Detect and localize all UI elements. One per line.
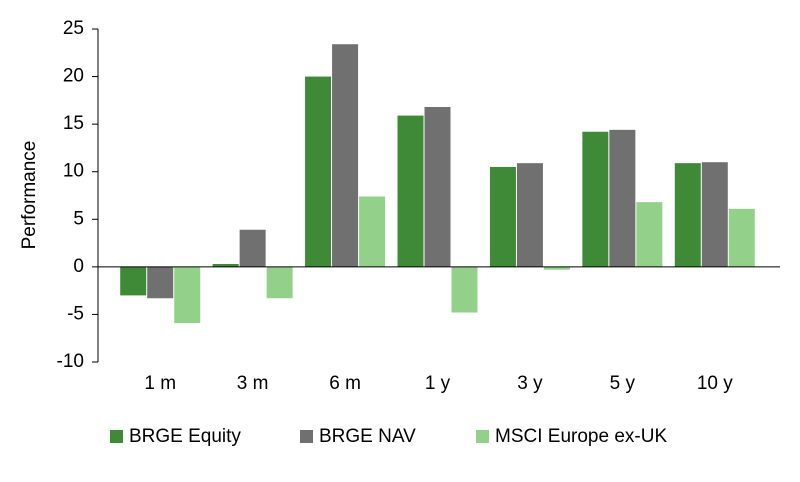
legend-label: BRGE Equity [129, 426, 241, 447]
bar [451, 266, 478, 313]
bar [489, 166, 516, 267]
y-axis-label: Performance [19, 141, 40, 250]
legend-swatch [110, 430, 123, 443]
legend-swatch [476, 430, 489, 443]
bar [239, 229, 266, 267]
bar [266, 266, 293, 299]
bar [174, 266, 201, 323]
y-tick-label: -5 [67, 303, 84, 324]
bar [728, 208, 755, 267]
bar [516, 163, 543, 267]
y-tick-label: 15 [63, 113, 84, 134]
legend-label: BRGE NAV [319, 426, 416, 447]
y-tick-label: -10 [57, 351, 84, 372]
x-tick-label: 1 y [425, 373, 451, 394]
bar [359, 196, 386, 267]
legend-label: MSCI Europe ex-UK [495, 426, 667, 447]
bar [424, 107, 451, 267]
bar [397, 115, 424, 267]
bar [701, 162, 728, 267]
bar [332, 44, 359, 267]
y-tick-label: 10 [63, 161, 84, 182]
bar [212, 264, 239, 267]
bar [120, 266, 147, 296]
x-tick-label: 3 m [237, 373, 269, 394]
y-tick-label: 5 [73, 208, 84, 229]
x-tick-label: 6 m [329, 373, 361, 394]
bar [147, 266, 174, 299]
bar [543, 266, 570, 270]
bar [305, 76, 332, 267]
y-tick-label: 25 [63, 18, 84, 39]
x-tick-label: 10 y [697, 373, 733, 394]
bar [636, 202, 663, 267]
y-tick-label: 0 [73, 256, 84, 277]
x-tick-label: 3 y [517, 373, 543, 394]
bar [582, 131, 609, 267]
bar [609, 129, 636, 267]
bar [674, 163, 701, 267]
legend-swatch [300, 430, 313, 443]
y-tick-label: 20 [63, 66, 84, 87]
x-tick-label: 1 m [144, 373, 176, 394]
x-tick-label: 5 y [610, 373, 636, 394]
